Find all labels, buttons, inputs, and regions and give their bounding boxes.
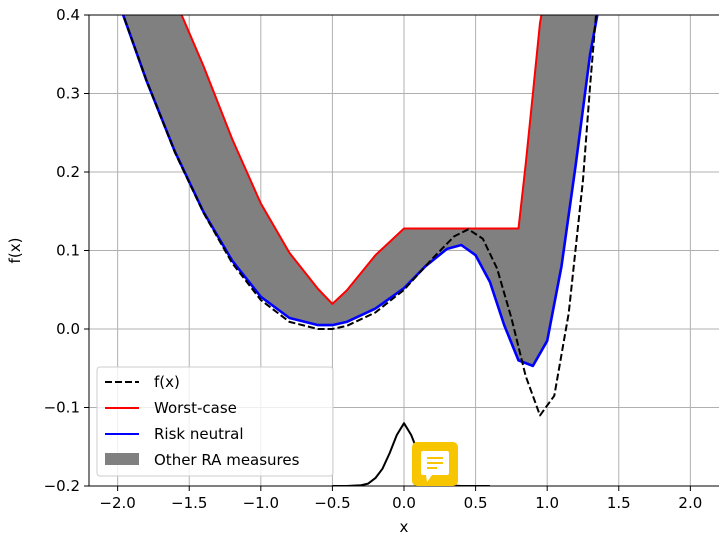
y-tick-label: −0.1	[44, 399, 80, 417]
x-tick-label: 0.5	[464, 494, 488, 512]
series-line-f-x	[122, 15, 597, 417]
x-tick-label: −1.0	[243, 494, 279, 512]
legend-swatch-other-ra	[105, 453, 139, 465]
x-tick-label: −2.0	[99, 494, 135, 512]
risk-aversion-band	[123, 15, 598, 366]
y-axis-label: f(x)	[6, 238, 24, 264]
x-tick-label: 2.0	[678, 494, 702, 512]
series-line-worst-case	[180, 15, 543, 305]
ticks: −2.0 −1.5 −1.0 −0.5 0.0 0.5 1.0 1.5 2.0 −0.2 −0.1 0…	[44, 6, 703, 512]
x-tick-label: 1.5	[607, 494, 631, 512]
legend: f(x) Worst-case Risk neutral Other RA me…	[96, 366, 334, 477]
y-tick-label: −0.2	[44, 477, 80, 495]
legend-label-worst-case: Worst-case	[154, 399, 237, 417]
note-icon[interactable]	[412, 442, 458, 486]
x-tick-label: −1.5	[171, 494, 207, 512]
x-axis-label: x	[400, 518, 409, 536]
y-tick-label: 0.0	[56, 320, 80, 338]
x-tick-label: 0.0	[392, 494, 416, 512]
legend-label-risk-neutral: Risk neutral	[154, 425, 244, 443]
series-lines	[121, 15, 599, 486]
y-tick-label: 0.4	[56, 6, 80, 24]
x-tick-label: 1.0	[535, 494, 559, 512]
legend-label-fx: f(x)	[154, 373, 180, 391]
x-tick-label: −0.5	[314, 494, 350, 512]
y-tick-label: 0.1	[56, 242, 80, 260]
y-tick-label: 0.3	[56, 85, 80, 103]
series-line-risk-neutral	[121, 15, 599, 368]
legend-label-other-ra: Other RA measures	[154, 451, 300, 469]
series-line-distribution	[332, 422, 490, 486]
y-tick-label: 0.2	[56, 163, 80, 181]
legend-frame	[96, 366, 334, 477]
band-other-ra-measures	[123, 15, 598, 366]
